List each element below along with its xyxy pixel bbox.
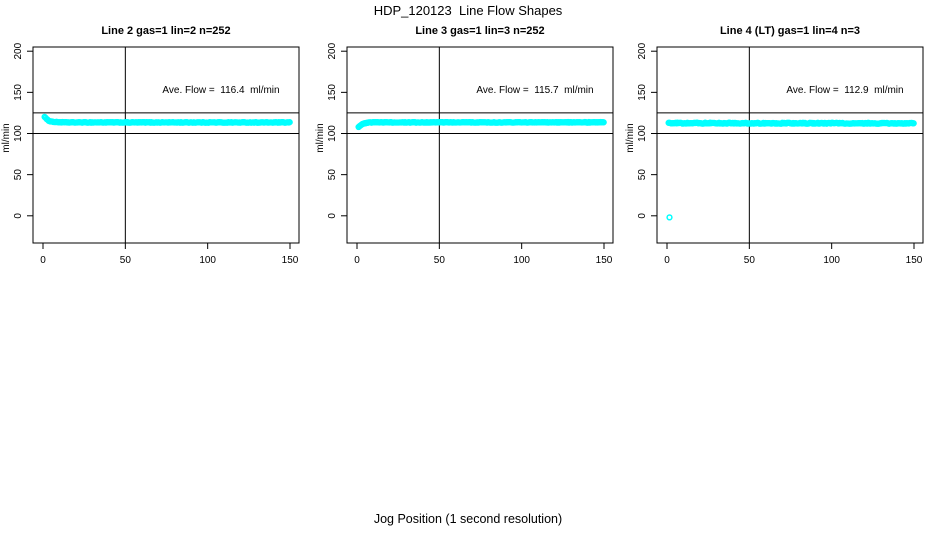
data-series	[355, 118, 607, 131]
y-tick-label: 200	[637, 42, 648, 59]
x-tick-label: 100	[823, 255, 840, 266]
x-tick-label: 150	[906, 255, 923, 266]
data-series	[665, 119, 917, 221]
y-tick-label: 0	[327, 213, 338, 219]
y-tick-label: 200	[13, 42, 24, 59]
y-tick-label: 100	[327, 125, 338, 142]
y-tick-label: 0	[637, 213, 648, 219]
panel-2: Line 3 gas=1 lin=3 n=252 0 50 100 150 0 50 100 1…	[315, 25, 614, 266]
y-tick-label: 200	[327, 42, 338, 59]
x-tick-label: 0	[40, 255, 46, 266]
y-tick-label: 150	[327, 84, 338, 101]
y-tick-label: 50	[637, 169, 648, 181]
panel-title: Line 4 (LT) gas=1 lin=4 n=3	[720, 25, 860, 37]
y-tick-label: 50	[327, 169, 338, 181]
data-series	[41, 113, 293, 126]
ave-flow-annotation: Ave. Flow = 115.7 ml/min	[476, 85, 593, 96]
panel-3: Line 4 (LT) gas=1 lin=4 n=3 0 50 100 150 0 50 1…	[625, 25, 924, 266]
x-tick-label: 100	[513, 255, 530, 266]
x-tick-label: 0	[354, 255, 360, 266]
data-point	[286, 119, 293, 126]
main-title: HDP_120123 Line Flow Shapes	[373, 3, 563, 18]
y-axis-label: ml/min	[315, 123, 326, 152]
panel-title: Line 3 gas=1 lin=3 n=252	[415, 25, 544, 37]
x-tick-label: 150	[282, 255, 299, 266]
y-tick-label: 150	[637, 84, 648, 101]
plot-box	[32, 46, 300, 244]
y-axis-label: ml/min	[1, 123, 12, 152]
x-axis-title: Jog Position (1 second resolution)	[373, 512, 563, 526]
x-tick-label: 0	[664, 255, 670, 266]
x-tick-label: 100	[199, 255, 216, 266]
x-tick-label: 50	[744, 255, 756, 266]
panel-title: Line 2 gas=1 lin=2 n=252	[101, 25, 230, 37]
y-tick-label: 100	[13, 125, 24, 142]
data-point	[910, 120, 917, 127]
y-tick-label: 100	[637, 125, 648, 142]
y-axis-label: ml/min	[625, 123, 636, 152]
plot-box	[346, 46, 614, 244]
x-tick-label: 50	[434, 255, 446, 266]
y-tick-label: 50	[13, 169, 24, 181]
x-tick-label: 50	[120, 255, 132, 266]
x-tick-label: 150	[596, 255, 613, 266]
outlier-point	[666, 214, 673, 221]
y-tick-label: 0	[13, 213, 24, 219]
y-tick-label: 150	[13, 84, 24, 101]
data-point	[600, 119, 607, 126]
panel-1: Line 2 gas=1 lin=2 n=252 0 50 100 150 0 50 100 1…	[1, 25, 300, 266]
plot-box	[656, 46, 924, 244]
ave-flow-annotation: Ave. Flow = 116.4 ml/min	[162, 85, 279, 96]
ave-flow-annotation: Ave. Flow = 112.9 ml/min	[786, 85, 903, 96]
